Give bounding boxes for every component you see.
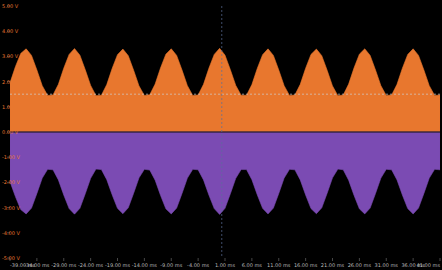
x-tick-label: -34.00 ms [24, 262, 50, 268]
channel-envelope [10, 48, 440, 132]
y-tick-label: 2.00 V [2, 79, 19, 85]
trigger-time [221, 6, 222, 258]
x-tick-label: 6.00 ms [242, 262, 263, 268]
x-tick [278, 258, 279, 261]
y-tick-label: -2.00 V [2, 179, 21, 185]
x-tick [386, 258, 387, 261]
x-tick [225, 258, 226, 261]
x-tick-label: 26.00 ms [348, 262, 372, 268]
x-tick [413, 258, 414, 261]
x-tick [144, 258, 145, 261]
x-tick [63, 258, 64, 261]
x-tick-label: 1.00 ms [215, 262, 236, 268]
x-tick-label: -4.00 ms [187, 262, 209, 268]
y-tick-label: 5.00 V [2, 3, 19, 9]
x-tick [332, 258, 333, 261]
x-tick [36, 258, 37, 261]
x-tick-label: 16.00 ms [294, 262, 318, 268]
scope-root: 5.00 V 4.00 V 3.00 V 2.00 V 1.00 V 0.00 V -1.0… [0, 0, 442, 270]
x-tick-label: -29.00 ms [51, 262, 77, 268]
background [0, 0, 442, 270]
y-tick-label: -4.00 V [2, 230, 21, 236]
x-tick [251, 258, 252, 261]
y-tick-label: -5.00 V [2, 255, 21, 261]
channel-envelope [10, 132, 440, 214]
x-tick-label: 21.00 ms [321, 262, 345, 268]
trigger-level [10, 94, 440, 95]
zero-line [10, 131, 440, 132]
x-tick-label: 11.00 ms [267, 262, 291, 268]
x-tick [117, 258, 118, 261]
x-tick-label: 41.00 ms [417, 262, 441, 268]
y-tick-label: 1.00 V [2, 104, 19, 110]
x-tick [198, 258, 199, 261]
x-tick-label: 31.00 ms [375, 262, 399, 268]
x-tick [171, 258, 172, 261]
chart: 5.00 V 4.00 V 3.00 V 2.00 V 1.00 V 0.00 V -1.0… [0, 0, 442, 270]
x-tick-label: -14.00 ms [132, 262, 158, 268]
x-tick-label: -24.00 ms [78, 262, 104, 268]
x-tick-label: -19.00 ms [105, 262, 131, 268]
x-tick [10, 258, 11, 261]
y-tick-label: -3.00 V [2, 205, 21, 211]
x-tick [359, 258, 360, 261]
y-tick-label: -1.00 V [2, 154, 21, 160]
x-tick [440, 258, 441, 261]
y-tick-label: 4.00 V [2, 28, 19, 34]
x-tick [90, 258, 91, 261]
x-tick [305, 258, 306, 261]
y-tick-label: 0.00 V [2, 129, 19, 135]
x-tick-label: -9.00 ms [160, 262, 182, 268]
y-tick-label: 3.00 V [2, 53, 19, 59]
plot-area [10, 6, 440, 258]
